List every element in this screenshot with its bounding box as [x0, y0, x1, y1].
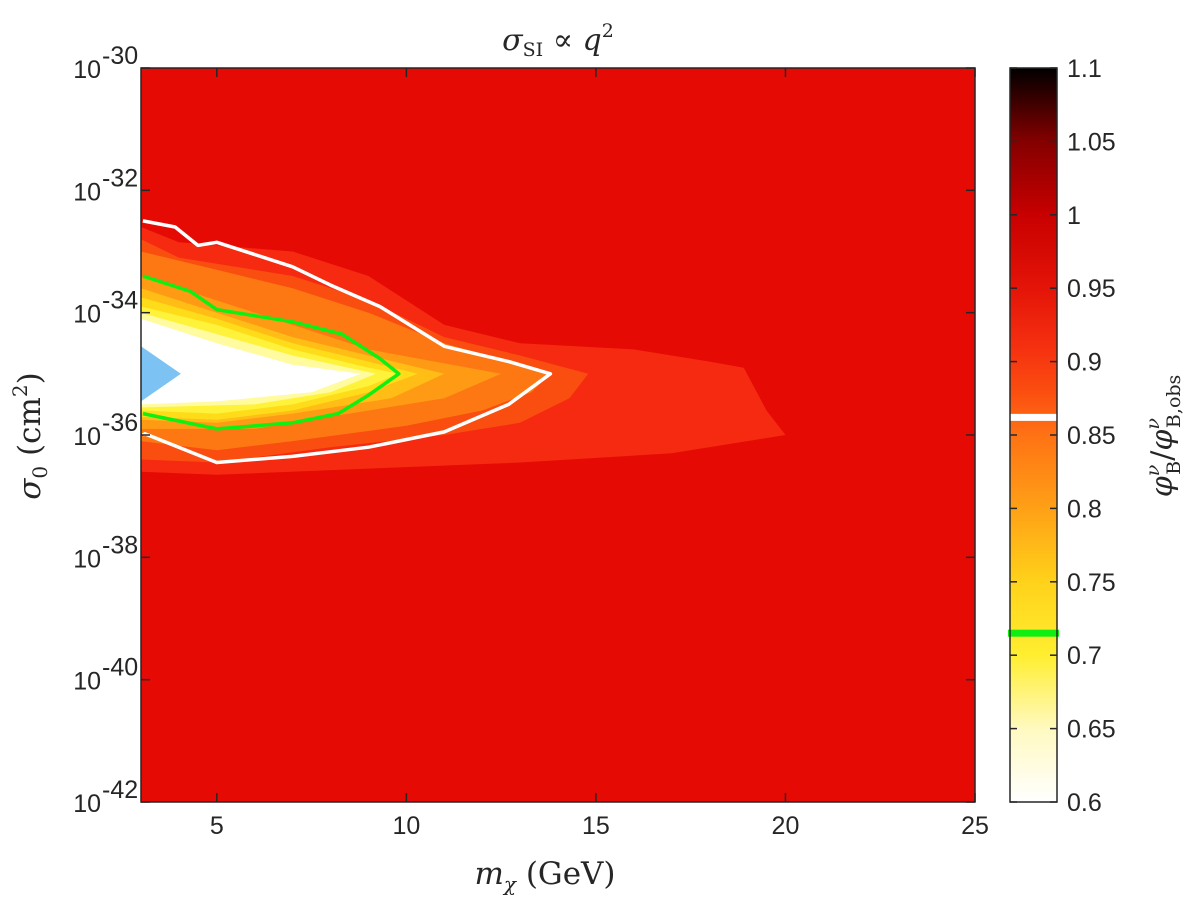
- colorbar-tick-label: 0.9: [1067, 349, 1102, 377]
- excluded-region: [141, 346, 181, 402]
- colorbar-tick-label: 0.8: [1067, 495, 1102, 523]
- y-tick-exponent: -36: [102, 409, 138, 437]
- y-tick-label: 10: [73, 301, 101, 329]
- colorbar-marker-0: [1008, 413, 1059, 421]
- contour-lines: [141, 219, 553, 465]
- colorbar-marker-1: [1008, 629, 1059, 637]
- colorbar-tick-label: 0.65: [1067, 716, 1116, 744]
- y-tick-exponent: -40: [102, 654, 138, 682]
- heatmap-plot: [141, 68, 975, 802]
- x-tick-label: 15: [582, 812, 610, 840]
- colorbar-tick-label: 1.05: [1067, 128, 1116, 156]
- colorbar-tick-label: 0.75: [1067, 569, 1116, 597]
- x-tick-label: 10: [392, 812, 420, 840]
- contour-line-0: [141, 219, 553, 465]
- y-tick-exponent: -34: [102, 287, 138, 315]
- colorbar-tick-label: 0.85: [1067, 422, 1116, 450]
- colorbar-tick-label: 1: [1067, 202, 1081, 230]
- colorbar-label: φνB/φνB,obs: [1142, 375, 1185, 498]
- x-tick-label: 5: [210, 812, 224, 840]
- y-tick-exponent: -30: [102, 42, 138, 70]
- y-tick-label: 10: [73, 178, 101, 206]
- colorbar-markers: [1008, 413, 1059, 637]
- colorbar-tick-label: 0.6: [1067, 789, 1102, 817]
- colorbar-tick-label: 1.1: [1067, 55, 1102, 83]
- y-tick-label: 10: [73, 56, 101, 84]
- chart-title: σSI ∝ q2: [502, 20, 614, 61]
- y-axis-label: σ0 (cm2): [8, 372, 52, 499]
- x-tick-label: 20: [772, 812, 800, 840]
- x-axis-ticks: 5 10 15 20 25: [210, 68, 989, 840]
- colorbar-gradient: [1010, 68, 1057, 802]
- contour-line-1: [142, 274, 401, 431]
- colorbar-tick-label: 0.95: [1067, 275, 1116, 303]
- axes: 5 10 15 20 25 10-3010-3210-3410-3610-3810-40…: [73, 42, 989, 840]
- y-tick-label: 10: [73, 545, 101, 573]
- x-tick-label: 25: [961, 812, 989, 840]
- x-axis-label: mχ (GeV): [474, 856, 615, 896]
- contour-fill-8: [141, 318, 361, 405]
- colorbar: 1.1 1.05 1 0.95 0.9 0.85 0.8 0.75 0.7 0.65 0.6: [1008, 55, 1116, 817]
- y-tick-exponent: -32: [102, 164, 138, 192]
- colorbar-tick-label: 0.7: [1067, 642, 1102, 670]
- y-tick-exponent: -42: [102, 776, 138, 804]
- colorbar-ticks: 1.1 1.05 1 0.95 0.9 0.85 0.8 0.75 0.7 0.65 0.6: [1010, 55, 1116, 817]
- y-tick-label: 10: [73, 790, 101, 818]
- y-tick-label: 10: [73, 668, 101, 696]
- y-tick-exponent: -38: [102, 531, 138, 559]
- y-tick-label: 10: [73, 423, 101, 451]
